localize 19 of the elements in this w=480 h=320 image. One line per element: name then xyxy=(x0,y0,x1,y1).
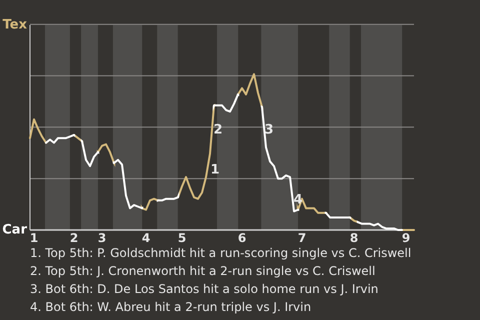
x-tick-label: 4 xyxy=(142,231,150,245)
x-tick-label: 3 xyxy=(98,231,106,245)
x-tick-label: 7 xyxy=(298,231,306,245)
x-tick-label: 8 xyxy=(350,231,358,245)
x-tick-label: 6 xyxy=(238,231,246,245)
annotation: 4 xyxy=(293,192,303,208)
text: Car xyxy=(2,222,28,238)
text: 2. Top 5th: J. Cronenworth hit a 2-run single vs C. Criswell xyxy=(30,264,376,278)
x-tick-label: 9 xyxy=(402,231,410,245)
x-tick-label: 5 xyxy=(178,231,186,245)
x-tick-label: 2 xyxy=(70,231,78,245)
text: 3. Bot 6th: D. De Los Santos hit a solo home run vs J. Irvin xyxy=(30,282,378,296)
annotation: 1 xyxy=(210,162,220,178)
text: 1. Top 5th: P. Goldschmidt hit a run-scoring single vs C. Criswell xyxy=(30,246,412,260)
text: 4. Bot 6th: W. Abreu hit a 2-run triple vs J. Irvin xyxy=(30,300,312,314)
text: Tex xyxy=(2,18,28,33)
x-tick-label: 1 xyxy=(30,231,38,245)
annotation: 3 xyxy=(264,122,274,138)
annotation: 2 xyxy=(213,122,223,138)
